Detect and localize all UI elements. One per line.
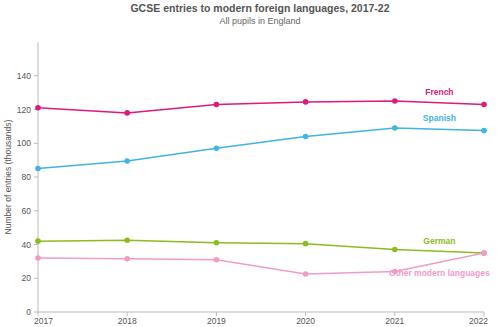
series-line xyxy=(38,128,484,169)
chart: GCSE entries to modern foreign languages… xyxy=(0,0,500,327)
y-tick xyxy=(34,143,38,144)
x-tick-label: 2022 xyxy=(469,316,488,326)
series-label: Spanish xyxy=(423,113,456,123)
series-line xyxy=(38,101,484,113)
point xyxy=(214,240,220,246)
point xyxy=(35,105,41,111)
point xyxy=(392,125,398,131)
y-tick-label: 20 xyxy=(22,273,32,283)
point xyxy=(481,250,487,256)
series-label: German xyxy=(423,236,455,246)
y-tick-label: 120 xyxy=(17,105,31,115)
x-tick-label: 2018 xyxy=(118,316,137,326)
x-tick-label: 2020 xyxy=(296,316,315,326)
x-tick-label: 2019 xyxy=(207,316,226,326)
point xyxy=(303,271,309,277)
y-tick-label: 100 xyxy=(17,138,31,148)
y-tick xyxy=(34,75,38,76)
series-label: Other modern languages xyxy=(389,268,490,278)
y-tick-label: 0 xyxy=(26,307,31,317)
point xyxy=(481,102,487,108)
point xyxy=(392,247,398,253)
point xyxy=(392,98,398,104)
y-tick xyxy=(34,210,38,211)
point xyxy=(35,238,41,244)
plot-area xyxy=(35,98,487,277)
x-tick-label: 2017 xyxy=(34,316,53,326)
y-tick xyxy=(34,177,38,178)
y-tick xyxy=(34,244,38,245)
point xyxy=(124,237,130,243)
point xyxy=(124,158,130,164)
title: GCSE entries to modern foreign languages… xyxy=(130,2,389,14)
point xyxy=(214,146,220,152)
point xyxy=(124,110,130,116)
y-tick-label: 80 xyxy=(22,172,32,182)
point xyxy=(481,128,487,134)
series-line xyxy=(38,240,484,253)
point xyxy=(35,255,41,261)
point xyxy=(481,250,487,256)
point xyxy=(303,99,309,105)
point xyxy=(303,134,309,140)
point xyxy=(214,257,220,263)
point xyxy=(214,102,220,108)
point xyxy=(303,241,309,247)
point xyxy=(124,256,130,262)
x-axis-line xyxy=(38,312,484,313)
series-label: French xyxy=(425,87,453,97)
y-tick-label: 140 xyxy=(17,71,31,81)
y-axis-label: Number of entries (thousands) xyxy=(3,119,13,234)
x-tick-label: 2021 xyxy=(385,316,404,326)
y-tick-label: 40 xyxy=(22,240,32,250)
y-tick-label: 60 xyxy=(22,206,32,216)
point xyxy=(35,166,41,172)
y-tick xyxy=(34,278,38,279)
subtitle: All pupils in England xyxy=(219,16,300,26)
y-tick xyxy=(34,312,38,313)
